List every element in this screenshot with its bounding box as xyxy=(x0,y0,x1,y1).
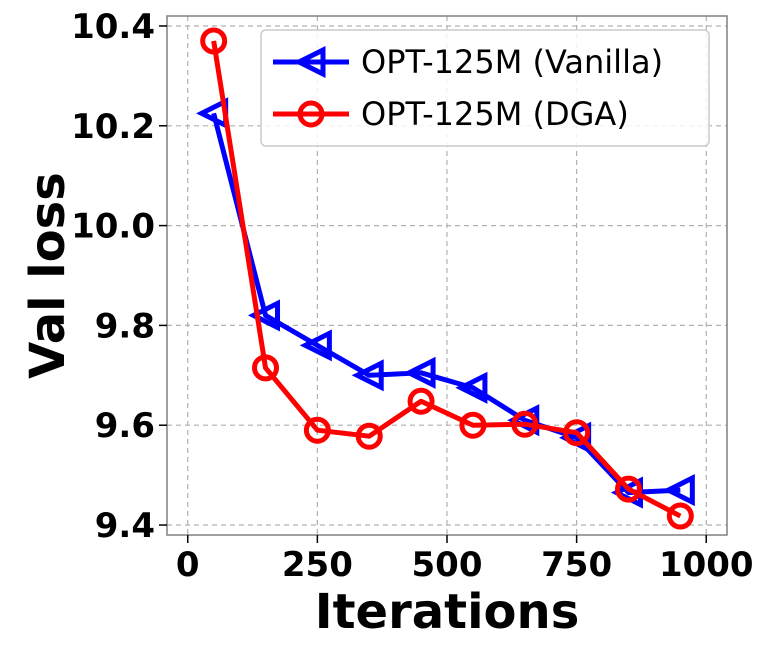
legend: OPT-125M (Vanilla) OPT-125M (DGA) xyxy=(260,29,710,147)
y-tick-label: 9.6 xyxy=(95,406,155,446)
legend-box xyxy=(260,29,710,147)
y-axis-title: Val loss xyxy=(20,172,76,379)
y-tick-label: 10.0 xyxy=(71,207,155,247)
data-point xyxy=(303,416,331,444)
series-line xyxy=(211,112,681,496)
data-point xyxy=(407,387,435,415)
x-axis-title: Iterations xyxy=(315,584,580,640)
data-point xyxy=(666,502,694,530)
y-tick-label: 10.2 xyxy=(71,107,155,147)
data-point xyxy=(351,359,384,392)
data-point xyxy=(299,329,332,362)
series-line xyxy=(211,40,682,519)
x-tick-label: 500 xyxy=(412,545,483,585)
tick-marks: 0 250 500 750 1000 9.4 9.6 9.8 10.0 10.2 10.4 xyxy=(71,7,753,585)
data-point xyxy=(455,371,488,404)
data-point xyxy=(355,422,383,450)
data-point xyxy=(200,27,228,55)
series-layer xyxy=(196,27,695,530)
x-tick-label: 1000 xyxy=(659,545,754,585)
y-tick-label: 9.4 xyxy=(95,506,155,546)
x-tick-label: 250 xyxy=(282,545,353,585)
data-point xyxy=(403,356,436,389)
x-tick-label: 0 xyxy=(176,545,200,585)
series-dga xyxy=(200,27,694,530)
legend-item: OPT-125M (DGA) xyxy=(273,95,629,133)
data-point xyxy=(247,299,281,332)
legend-label: OPT-125M (DGA) xyxy=(361,95,629,133)
data-point xyxy=(511,410,539,438)
y-tick-label: 9.8 xyxy=(95,306,155,346)
legend-label: OPT-125M (Vanilla) xyxy=(361,43,663,81)
legend-marker xyxy=(297,100,325,128)
x-tick-label: 750 xyxy=(541,545,612,585)
legend-item: OPT-125M (Vanilla) xyxy=(273,43,663,81)
data-point xyxy=(614,475,642,503)
y-tick-label: 10.4 xyxy=(71,7,155,47)
data-point xyxy=(252,354,280,382)
legend-marker xyxy=(293,45,326,79)
data-point xyxy=(563,419,591,447)
data-point xyxy=(459,411,487,439)
data-point xyxy=(662,474,695,507)
